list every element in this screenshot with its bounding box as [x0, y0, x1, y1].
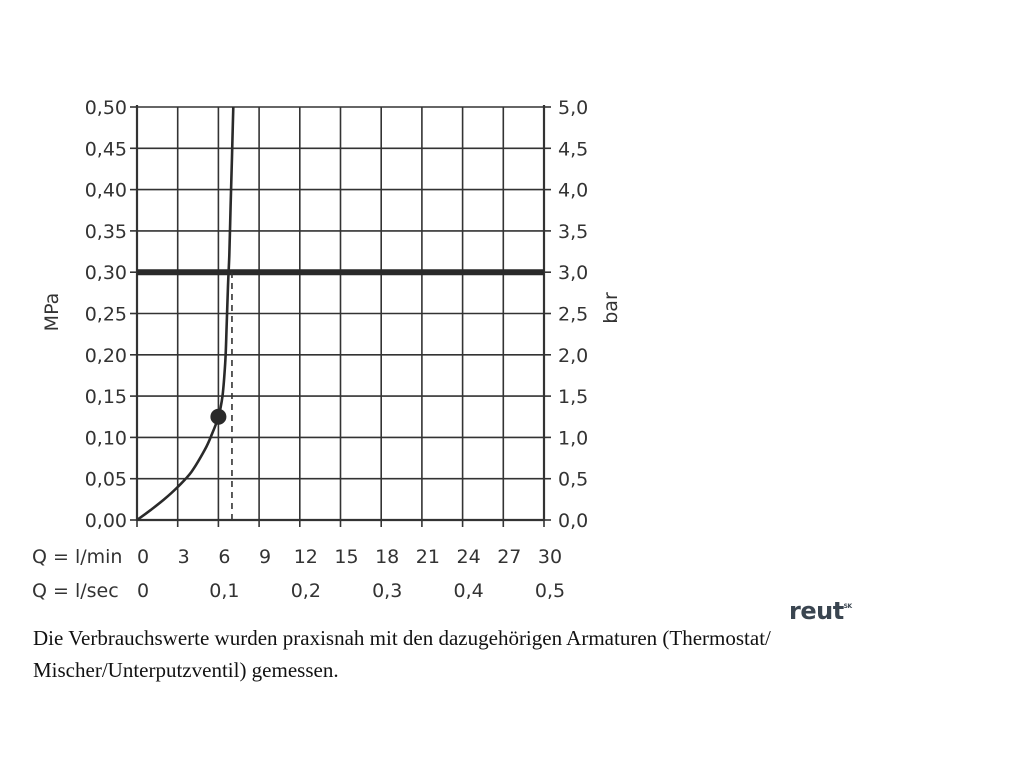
y-tick-label-left-9: 0,45 [85, 138, 127, 160]
y-tick-label-left-2: 0,10 [85, 427, 127, 449]
x-tick-label-primary-1: 3 [178, 546, 190, 568]
y-tick-label-right-2: 1,0 [558, 427, 588, 449]
x-tick-label-primary-9: 27 [497, 546, 521, 568]
y-tick-label-right-3: 1,5 [558, 386, 588, 408]
x-tick-label-secondary-4: 0,4 [453, 580, 483, 602]
y-tick-label-left-6: 0,30 [85, 262, 127, 284]
y-tick-label-left-7: 0,35 [85, 221, 127, 243]
y-axis-label-left: MPa [41, 293, 63, 332]
y-tick-label-left-8: 0,40 [85, 180, 127, 202]
y-tick-label-left-1: 0,05 [85, 469, 127, 491]
pressure-flow-chart: 0,000,050,100,150,200,250,300,350,400,45… [32, 97, 622, 602]
x-tick-label-secondary-0: 0 [137, 580, 149, 602]
x-axis-label-primary: Q = l/min [32, 546, 122, 568]
reut-logo: reutSK [789, 597, 852, 625]
x-tick-label-primary-3: 9 [259, 546, 271, 568]
y-tick-label-right-5: 2,5 [558, 304, 588, 326]
x-tick-label-secondary-3: 0,3 [372, 580, 402, 602]
x-tick-label-secondary-2: 0,2 [291, 580, 321, 602]
y-axis-label-right: bar [600, 292, 622, 324]
y-tick-label-right-6: 3,0 [558, 262, 588, 284]
y-tick-label-right-8: 4,0 [558, 180, 588, 202]
y-tick-label-right-9: 4,5 [558, 138, 588, 160]
x-axis-label-secondary: Q = l/sec [32, 580, 119, 602]
caption-text: Die Verbrauchswerte wurden praxisnah mit… [33, 626, 771, 682]
x-tick-label-secondary-1: 0,1 [209, 580, 239, 602]
logo-text: reut [789, 597, 844, 625]
y-tick-label-left-0: 0,00 [85, 510, 127, 532]
y-tick-label-right-4: 2,0 [558, 345, 588, 367]
series-line-0 [136, 106, 235, 522]
x-tick-label-primary-10: 30 [538, 546, 562, 568]
y-tick-label-left-3: 0,15 [85, 386, 127, 408]
x-tick-label-primary-4: 12 [294, 546, 318, 568]
x-tick-label-primary-0: 0 [137, 546, 149, 568]
y-tick-label-right-10: 5,0 [558, 97, 588, 119]
y-tick-label-left-5: 0,25 [85, 304, 127, 326]
x-tick-label-primary-7: 21 [416, 546, 440, 568]
x-tick-label-primary-6: 18 [375, 546, 399, 568]
logo-sup: SK [843, 603, 852, 610]
y-tick-label-right-1: 0,5 [558, 469, 588, 491]
y-tick-label-right-7: 3,5 [558, 221, 588, 243]
highlight-point [210, 408, 227, 425]
chart-labels: 0,000,050,100,150,200,250,300,350,400,45… [32, 97, 622, 602]
chart-marks [136, 106, 544, 522]
x-tick-label-secondary-5: 0,5 [535, 580, 565, 602]
x-tick-label-primary-8: 24 [457, 546, 481, 568]
y-tick-label-right-0: 0,0 [558, 510, 588, 532]
chart-grid [130, 105, 551, 527]
x-tick-label-primary-2: 6 [218, 546, 230, 568]
y-tick-label-left-4: 0,20 [85, 345, 127, 367]
y-tick-label-left-10: 0,50 [85, 97, 127, 119]
x-tick-label-primary-5: 15 [334, 546, 358, 568]
